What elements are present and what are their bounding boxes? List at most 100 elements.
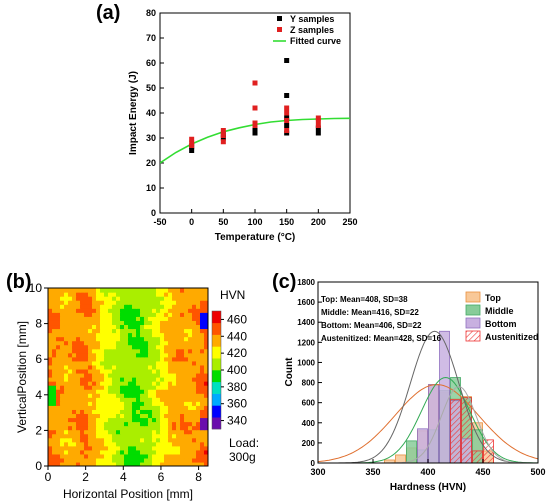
hardness-map-cell (124, 461, 129, 466)
hardness-map-cell (200, 320, 205, 326)
z-sample-point (284, 118, 290, 123)
hardness-map-cell (84, 340, 89, 346)
hardness-map-cell (104, 304, 109, 309)
chart-a-ytick-label: 80 (146, 8, 156, 18)
histogram-bar-austenitized (461, 397, 472, 463)
y-sample-point (252, 126, 258, 132)
hardness-map-cell (204, 316, 208, 321)
hardness-map-cell (108, 437, 113, 443)
hardness-map-cell (144, 360, 149, 366)
hardness-map-cell (132, 336, 137, 342)
hardness-map-cell (152, 377, 157, 382)
hardness-map-cell (64, 453, 69, 459)
hardness-map-cell (172, 360, 177, 366)
hardness-map-cell (52, 336, 57, 342)
hardness-map-cell (116, 312, 121, 317)
hardness-map-cell (92, 304, 97, 309)
hardness-map-cell (60, 429, 65, 435)
hardness-map-cell (68, 425, 73, 431)
hardness-map-cell (144, 385, 149, 390)
hardness-map-cell (100, 413, 105, 419)
hardness-map-cell (76, 417, 81, 423)
hardness-map-cell (200, 304, 205, 309)
hardness-map-cell (144, 417, 149, 423)
hardness-map-cell (108, 397, 113, 402)
hardness-map-cell (172, 429, 177, 435)
hardness-map-cell (88, 461, 93, 466)
hardness-map-cell (180, 324, 185, 330)
hardness-map-cell (168, 409, 173, 415)
hardness-map-cell (104, 328, 109, 334)
hardness-map-cell (176, 368, 181, 374)
hardness-map-cell (200, 433, 205, 439)
hardness-map-cell (104, 389, 109, 394)
chart-c-xtick-label: 400 (420, 467, 435, 477)
chart-c-ytick-label: 400 (302, 419, 316, 428)
hardness-map-cell (104, 320, 109, 326)
hardness-map-cell (104, 368, 109, 374)
hardness-map-cell (56, 308, 61, 313)
hardness-map-cell (184, 340, 189, 346)
chart-c-ytick-label: 800 (302, 379, 316, 388)
hardness-map-cell (96, 381, 101, 386)
hardness-map-cell (64, 320, 69, 326)
hardness-map-cell (52, 457, 57, 463)
hardness-map-cell (136, 433, 141, 439)
hardness-map-cell (196, 364, 201, 370)
hardness-map-cell (108, 352, 113, 358)
panel-label-c: (c) (272, 271, 296, 293)
hardness-map-cell (176, 336, 181, 342)
chart-b-ytick-label: 6 (35, 352, 42, 366)
hardness-map-cell (112, 453, 117, 459)
hardness-map-cell (96, 288, 101, 293)
hardness-map-cell (168, 401, 173, 406)
hardness-map-cell (188, 433, 193, 439)
hardness-map-cell (56, 401, 61, 406)
hardness-map-cell (172, 300, 177, 305)
hardness-map-cell (68, 453, 73, 459)
hardness-map-cell (56, 413, 61, 419)
hardness-map-cell (164, 348, 169, 354)
hardness-map-cell (128, 389, 133, 394)
hardness-map-cell (200, 360, 205, 366)
hardness-map-cell (176, 344, 181, 350)
hardness-map-cell (100, 360, 105, 366)
hardness-map-cell (184, 292, 189, 297)
hardness-map-cell (152, 348, 157, 354)
hardness-map-cell (188, 377, 193, 382)
hardness-map-cell (76, 461, 81, 466)
hardness-map-cell (84, 288, 89, 293)
hardness-map-cell (76, 389, 81, 394)
hardness-map-cell (172, 340, 177, 346)
hardness-map-cell (192, 368, 197, 374)
hardness-map-cell (88, 421, 93, 427)
hardness-map-cell (192, 413, 197, 419)
hardness-map-cell (124, 332, 129, 338)
hardness-map-cell (200, 401, 205, 406)
hardness-map-cell (76, 405, 81, 410)
hardness-map-cell (120, 453, 125, 459)
hardness-map-cell (164, 381, 169, 386)
hardness-map-cell (196, 368, 201, 374)
hardness-map-cell (168, 381, 173, 386)
hardness-map-cell (116, 453, 121, 459)
hardness-map-cell (180, 437, 185, 443)
hardness-map-cell (120, 381, 125, 386)
hardness-map-cell (100, 457, 105, 463)
hardness-map-cell (136, 324, 141, 330)
hardness-map-cell (188, 308, 193, 313)
hardness-map-cell (168, 316, 173, 321)
hardness-map-cell (76, 292, 81, 297)
hardness-map-cell (128, 429, 133, 435)
hardness-map-cell (148, 312, 153, 317)
hardness-map-cell (96, 360, 101, 366)
chart-c-xtick-label: 450 (475, 467, 490, 477)
hardness-map-cell (144, 348, 149, 354)
hardness-map-cell (60, 405, 65, 410)
hardness-map-cell (60, 453, 65, 459)
hardness-map-cell (204, 433, 208, 439)
hardness-map-cell (152, 397, 157, 402)
hardness-map-cell (192, 377, 197, 382)
hardness-map-cell (60, 296, 65, 301)
